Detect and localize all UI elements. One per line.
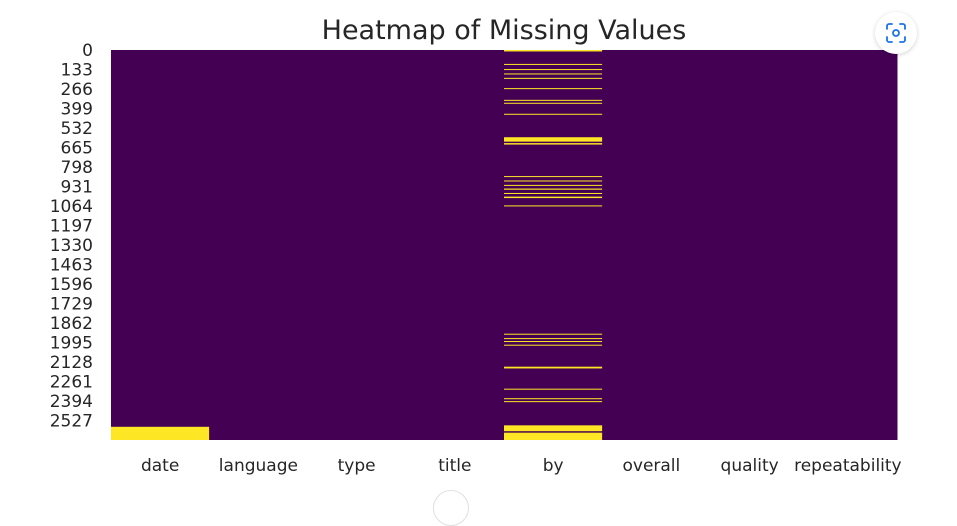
y-tick-label: 1463 — [50, 256, 93, 276]
missing-cell-by — [504, 196, 603, 199]
y-tick-label: 1729 — [50, 295, 93, 315]
missing-cell-by — [504, 432, 603, 440]
y-tick-label: 665 — [61, 139, 93, 159]
missing-cell-by — [504, 50, 603, 52]
missing-cell-by — [504, 398, 603, 400]
missing-cell-by — [504, 425, 603, 432]
x-tick-label: type — [338, 456, 376, 476]
y-tick-label: 1596 — [50, 275, 93, 295]
x-tick-label: quality — [721, 456, 779, 476]
heatmap-column-type — [307, 50, 407, 440]
x-axis-ticks: date language type title by overall quality rep… — [141, 456, 902, 476]
heatmap-column-overall — [602, 50, 701, 440]
x-tick-label: date — [141, 456, 179, 476]
heatmap-column-quality — [700, 50, 800, 440]
missing-cell-by — [504, 401, 603, 403]
y-tick-label: 1862 — [50, 314, 93, 334]
y-tick-label: 133 — [61, 61, 93, 81]
x-tick-label: title — [438, 456, 471, 476]
missing-cell-by — [504, 192, 603, 194]
missing-cell-by — [504, 137, 603, 142]
y-tick-label: 266 — [61, 80, 93, 100]
y-tick-label: 532 — [61, 119, 93, 139]
missing-cell-by — [504, 113, 603, 115]
missing-cell-by — [504, 341, 603, 343]
missing-cell-by — [504, 366, 603, 369]
scroll-handle[interactable] — [433, 490, 469, 526]
missing-cell-by — [504, 388, 603, 390]
missing-cell-by — [504, 77, 603, 79]
missing-cell-by — [504, 184, 603, 186]
y-tick-label: 2128 — [50, 353, 93, 373]
y-tick-label: 2261 — [50, 373, 93, 393]
missing-cell-by — [504, 176, 603, 178]
y-tick-label: 1330 — [50, 236, 93, 256]
missing-cell-by — [504, 99, 603, 101]
y-tick-label: 1197 — [50, 217, 93, 237]
heatmap-column-language — [209, 50, 308, 440]
y-tick-label: 0 — [82, 41, 93, 61]
missing-cell-by — [504, 333, 603, 335]
y-tick-label: 2527 — [50, 412, 93, 432]
heatmap-column-date — [111, 50, 210, 440]
heatmap-cells — [111, 50, 898, 440]
missing-cell-by — [504, 73, 603, 75]
y-tick-label: 931 — [61, 178, 93, 198]
missing-cell-by — [504, 344, 603, 346]
missing-cell-by — [504, 188, 603, 190]
missing-cell-by — [504, 205, 603, 207]
missing-cell-by — [504, 180, 603, 182]
focus-scan-icon — [886, 23, 906, 43]
missing-cell-date — [111, 426, 210, 440]
x-tick-label: repeatability — [794, 456, 902, 476]
y-tick-label: 798 — [61, 158, 93, 178]
missing-cell-by — [504, 338, 603, 340]
missing-cell-by — [504, 69, 603, 71]
heatmap-chart: Heatmap of Missing Values 01332663995326… — [50, 15, 902, 476]
missing-cell-by — [504, 102, 603, 104]
heatmap-column-title — [405, 50, 505, 440]
heatmap-column-by — [504, 50, 603, 440]
missing-cell-by — [504, 88, 603, 90]
missing-cell-by — [504, 143, 603, 145]
heatmap-column-repeatability — [798, 50, 898, 440]
y-tick-label: 2394 — [50, 392, 93, 412]
chart-title: Heatmap of Missing Values — [322, 15, 687, 46]
focus-scan-button[interactable] — [875, 12, 917, 54]
x-tick-label: by — [543, 456, 564, 476]
y-tick-label: 1995 — [50, 334, 93, 354]
y-tick-label: 1064 — [50, 197, 93, 217]
x-tick-label: language — [219, 456, 298, 476]
x-tick-label: overall — [622, 456, 680, 476]
y-axis-ticks: 0133266399532665798931106411971330146315… — [50, 41, 93, 432]
missing-cell-by — [504, 63, 603, 65]
y-tick-label: 399 — [61, 100, 93, 120]
